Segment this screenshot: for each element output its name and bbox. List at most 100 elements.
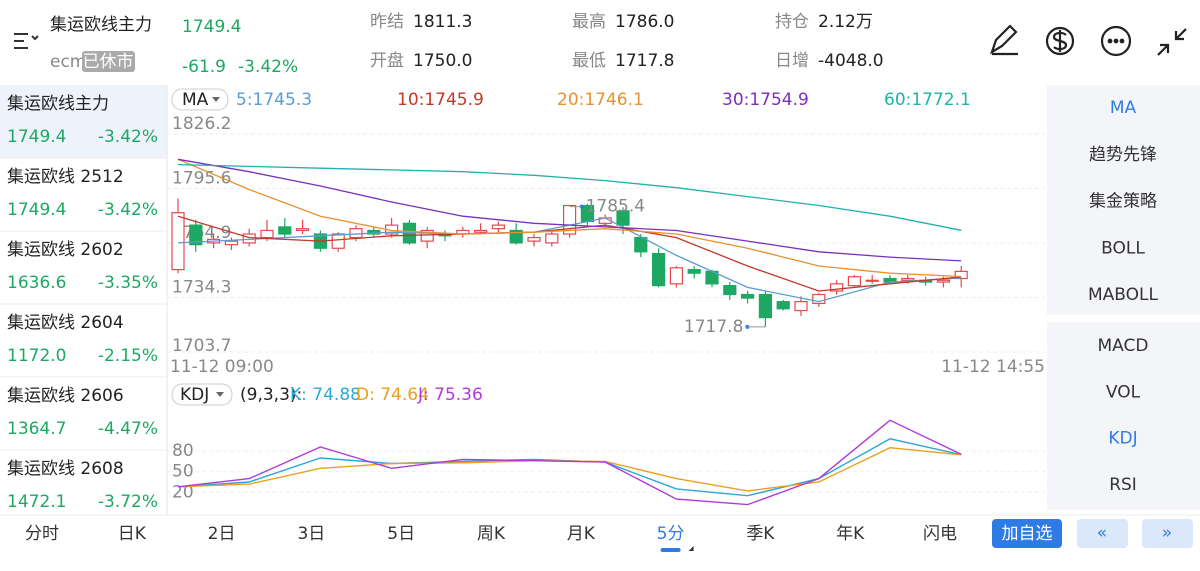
kdj-legend: J: 75.36	[417, 385, 483, 405]
menu-icon[interactable]	[14, 33, 39, 49]
period-tab[interactable]: 季K	[746, 524, 775, 544]
prev-label: «	[1097, 523, 1107, 543]
add-button[interactable]	[992, 519, 1062, 548]
next-button[interactable]	[1142, 519, 1193, 548]
candle-body	[776, 301, 790, 310]
last-price: 1749.4	[182, 17, 241, 37]
candle-body	[260, 229, 274, 239]
stat-label: 最高	[572, 12, 606, 32]
indicator-option[interactable]: MACD	[1098, 336, 1149, 356]
candle-body	[242, 233, 256, 244]
indicator-name: KDJ	[180, 385, 209, 405]
stat-value: -4048.0	[818, 51, 884, 71]
collapse-icon[interactable]	[1157, 28, 1187, 56]
indicator-option[interactable]: BOLL	[1101, 238, 1145, 258]
candle-body	[794, 301, 808, 312]
indicator-option[interactable]: 集金策略	[1089, 192, 1157, 212]
period-tab[interactable]: 2日	[208, 524, 236, 544]
kdj-params: (9,3,3):	[240, 385, 302, 405]
candle-body	[651, 252, 666, 287]
currency-icon[interactable]	[1045, 26, 1075, 56]
status: 已休市	[83, 52, 134, 72]
candle-body	[847, 276, 862, 287]
candle-body	[189, 224, 203, 246]
indicator-option[interactable]: RSI	[1109, 475, 1137, 495]
watch-name[interactable]: 集运欧线 2604	[7, 313, 124, 333]
candle-body	[829, 283, 844, 292]
sidebar-main	[1047, 85, 1200, 315]
watch-price: 1749.4	[7, 127, 66, 147]
period-tab[interactable]: 日K	[118, 524, 147, 544]
indicator-option[interactable]: KDJ	[1108, 429, 1137, 449]
candle-body	[296, 228, 310, 232]
ma-legend: 5:1745.3	[236, 90, 312, 110]
candle-body	[224, 240, 238, 246]
candle-body	[758, 293, 773, 319]
candle-body	[331, 233, 345, 249]
ma-dropdown[interactable]	[171, 88, 229, 111]
candle-body	[562, 204, 577, 235]
watch-price: 1636.6	[7, 273, 66, 293]
stat-value: 1750.0	[413, 51, 472, 71]
annotation-label: 1717.8	[684, 317, 743, 337]
contract-name: 集运欧线主力	[50, 15, 152, 35]
indicator-option[interactable]: 趋势先锋	[1089, 145, 1157, 165]
watch-pct: -3.42%	[98, 200, 158, 220]
y-tick-label: 80	[172, 441, 194, 461]
tab-arrow	[688, 546, 694, 551]
ma-line	[177, 163, 962, 231]
dropdown-arrow	[212, 97, 220, 102]
stat-label: 开盘	[370, 51, 404, 71]
stat-label: 日增	[775, 51, 809, 71]
candle-body	[669, 267, 684, 285]
watch-name[interactable]: 集运欧线主力	[7, 94, 109, 114]
y-tick-label: 1795.6	[172, 168, 231, 188]
period-tab[interactable]: 3日	[297, 524, 325, 544]
candle-body	[509, 229, 523, 244]
watch-name[interactable]: 集运欧线 2602	[7, 240, 124, 260]
indicator-name: MA	[182, 90, 209, 110]
y-tick-label: 50	[172, 462, 194, 482]
draw-icon[interactable]	[990, 24, 1018, 56]
watch-price: 1172.0	[7, 346, 66, 366]
watch-name[interactable]: 集运欧线 2512	[7, 167, 124, 187]
period-tab[interactable]: 5日	[387, 524, 415, 544]
exchange: ecm	[50, 52, 86, 72]
y-tick-label: 1826.2	[172, 114, 231, 134]
period-tab[interactable]: 闪电	[923, 524, 957, 544]
period-tab[interactable]: 年K	[836, 524, 865, 544]
dropdown-arrow	[216, 392, 224, 397]
stat-value: 2.12万	[818, 12, 873, 32]
ma-line	[177, 158, 962, 278]
change: -61.9	[182, 57, 226, 77]
stat-label: 昨结	[370, 12, 404, 32]
candle-body	[616, 210, 630, 226]
y-tick-label: 1703.7	[172, 336, 231, 356]
kdj-dropdown[interactable]	[171, 383, 233, 406]
candle-body	[349, 228, 363, 239]
ma-legend: 30:1754.9	[722, 90, 809, 110]
stat-label: 持仓	[775, 12, 809, 32]
watch-name[interactable]: 集运欧线 2608	[7, 459, 124, 479]
period-tab[interactable]: 分时	[25, 524, 59, 544]
add-label: 加自选	[1002, 524, 1053, 544]
prev-button[interactable]	[1077, 519, 1128, 548]
ma-line	[177, 158, 962, 262]
x-start-label: 11-12 09:00	[170, 357, 274, 377]
ma-legend: 60:1772.1	[884, 90, 971, 110]
period-tab[interactable]: 周K	[477, 524, 506, 544]
candle-body	[740, 293, 755, 299]
indicator-option[interactable]: MABOLL	[1088, 285, 1159, 305]
period-tab[interactable]: 5分	[657, 524, 685, 544]
watch-name[interactable]: 集运欧线 2606	[7, 386, 124, 406]
candle-body	[278, 226, 292, 235]
more-icon[interactable]	[1100, 25, 1132, 57]
candle-body	[545, 233, 559, 244]
candle-body	[936, 279, 951, 283]
indicator-option[interactable]: MA	[1110, 98, 1137, 118]
indicator-option[interactable]: VOL	[1106, 382, 1141, 402]
watch-pct: -3.42%	[98, 127, 158, 147]
period-tab[interactable]: 月K	[567, 524, 596, 544]
kdj-legend: D: 74.64	[356, 385, 429, 405]
